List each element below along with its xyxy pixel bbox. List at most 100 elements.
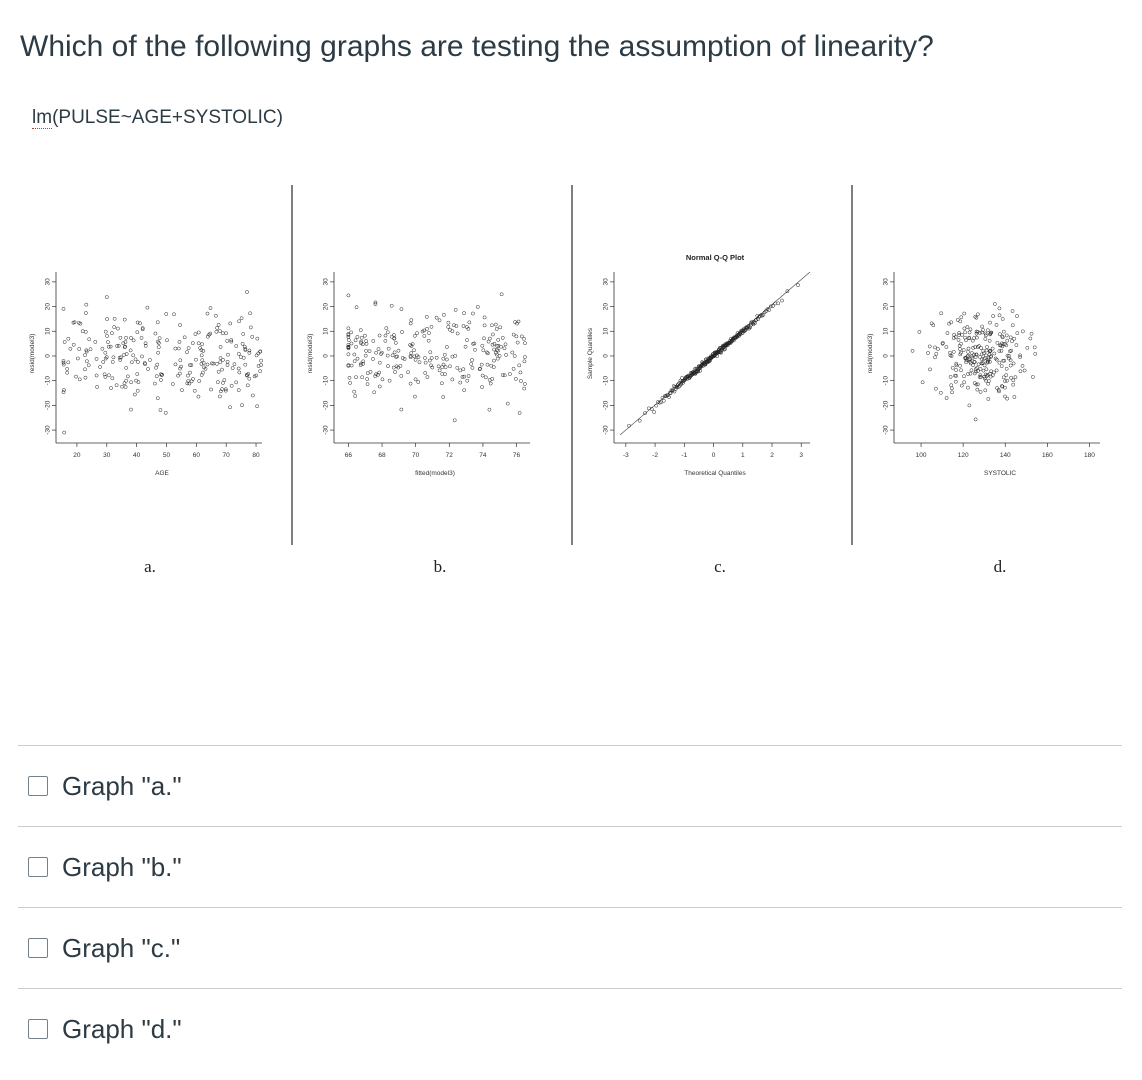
data-point bbox=[458, 368, 463, 373]
data-point bbox=[423, 356, 427, 360]
data-point bbox=[953, 335, 958, 339]
option-graph-b[interactable]: Graph "b." bbox=[18, 826, 1122, 907]
data-point bbox=[453, 353, 458, 358]
y-tick-label: -30 bbox=[45, 425, 52, 435]
data-point bbox=[88, 347, 93, 352]
checkbox[interactable] bbox=[28, 1019, 48, 1039]
data-point bbox=[346, 338, 351, 342]
data-point bbox=[941, 341, 945, 345]
data-point bbox=[496, 338, 501, 342]
data-point bbox=[993, 356, 998, 361]
data-point bbox=[470, 358, 474, 362]
data-point bbox=[408, 343, 413, 347]
data-point bbox=[349, 330, 353, 335]
data-point bbox=[997, 306, 1002, 311]
data-point bbox=[177, 371, 182, 376]
data-point bbox=[398, 364, 403, 368]
data-point bbox=[995, 340, 1000, 345]
data-point bbox=[504, 353, 508, 357]
data-point bbox=[61, 359, 66, 363]
data-point bbox=[247, 350, 252, 355]
data-point bbox=[1018, 355, 1022, 359]
data-point bbox=[511, 366, 516, 371]
data-point bbox=[444, 357, 449, 362]
x-tick-label: -3 bbox=[623, 452, 629, 459]
data-point bbox=[354, 344, 358, 349]
data-point bbox=[136, 380, 141, 385]
data-point bbox=[143, 362, 147, 367]
data-point bbox=[228, 321, 233, 326]
data-point bbox=[416, 380, 421, 384]
data-point bbox=[443, 372, 447, 376]
y-tick-label: -10 bbox=[603, 376, 610, 386]
y-tick-label: 10 bbox=[45, 327, 52, 335]
data-point bbox=[1012, 395, 1017, 399]
data-point bbox=[367, 349, 372, 353]
data-point bbox=[980, 330, 985, 335]
data-point bbox=[1008, 349, 1012, 354]
data-point bbox=[423, 371, 428, 375]
x-tick-label: 70 bbox=[223, 452, 231, 459]
y-tick-label: -10 bbox=[323, 376, 330, 386]
data-point bbox=[467, 320, 472, 325]
data-point bbox=[984, 353, 988, 358]
data-point bbox=[201, 361, 206, 365]
data-point bbox=[138, 321, 142, 326]
data-point bbox=[743, 328, 747, 333]
data-point bbox=[159, 378, 163, 382]
data-point bbox=[983, 337, 988, 341]
checkbox[interactable] bbox=[28, 857, 48, 877]
data-point bbox=[66, 360, 71, 365]
data-point bbox=[1001, 358, 1005, 363]
data-point bbox=[495, 344, 500, 348]
data-point bbox=[159, 373, 164, 377]
data-point bbox=[140, 354, 144, 359]
data-point bbox=[487, 336, 492, 341]
data-point bbox=[346, 326, 351, 331]
data-point bbox=[675, 385, 679, 390]
option-graph-d[interactable]: Graph "d." bbox=[18, 988, 1122, 1069]
data-point bbox=[83, 353, 87, 357]
x-tick-label: 120 bbox=[958, 452, 969, 459]
data-point bbox=[454, 324, 459, 328]
data-point bbox=[708, 358, 712, 363]
data-point bbox=[348, 381, 352, 385]
data-point bbox=[961, 348, 966, 352]
data-point bbox=[208, 306, 213, 310]
data-point bbox=[214, 361, 219, 366]
data-point bbox=[491, 332, 495, 337]
data-point bbox=[122, 381, 127, 386]
data-point bbox=[412, 354, 417, 359]
option-graph-a[interactable]: Graph "a." bbox=[18, 745, 1122, 826]
data-point bbox=[355, 335, 360, 339]
data-point bbox=[216, 369, 221, 374]
data-point bbox=[968, 371, 973, 376]
data-point bbox=[754, 317, 759, 322]
checkbox[interactable] bbox=[28, 776, 48, 796]
data-point bbox=[938, 390, 943, 395]
data-point bbox=[188, 363, 192, 367]
question-title: Which of the following graphs are testin… bbox=[20, 30, 934, 63]
data-point bbox=[220, 331, 225, 336]
data-point bbox=[422, 334, 427, 338]
data-point bbox=[1015, 314, 1019, 318]
data-point bbox=[980, 357, 984, 362]
data-point bbox=[408, 381, 413, 386]
data-point bbox=[123, 340, 128, 344]
data-point bbox=[252, 374, 257, 379]
data-point bbox=[460, 375, 465, 379]
data-point bbox=[103, 375, 108, 379]
data-point bbox=[519, 334, 524, 339]
data-point bbox=[1012, 336, 1017, 341]
data-point bbox=[927, 344, 932, 349]
data-point bbox=[498, 325, 503, 330]
data-point bbox=[156, 350, 161, 355]
y-tick-label: 0 bbox=[45, 354, 52, 358]
data-point bbox=[1004, 343, 1009, 348]
checkbox[interactable] bbox=[28, 938, 48, 958]
data-point bbox=[105, 334, 109, 338]
data-point bbox=[101, 360, 106, 364]
data-point bbox=[984, 367, 989, 372]
data-point bbox=[392, 336, 397, 341]
option-graph-c[interactable]: Graph "c." bbox=[18, 907, 1122, 988]
